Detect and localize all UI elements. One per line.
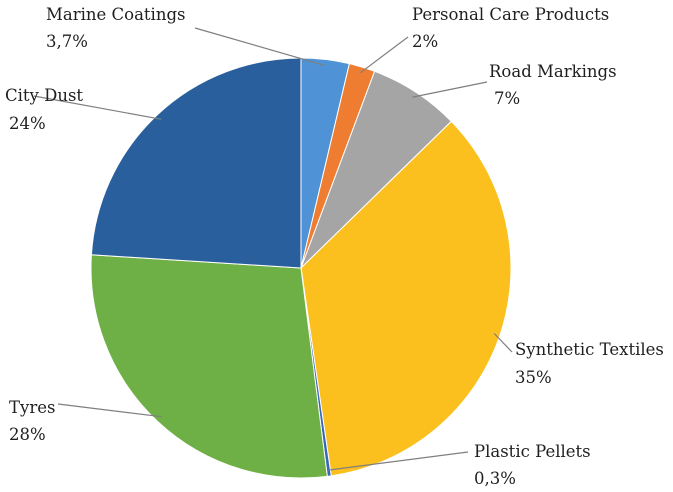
label-tyres-name: Tyres	[9, 398, 55, 417]
pie-slices	[90, 57, 512, 479]
slice-tyres	[90, 254, 328, 479]
label-road-markings-name: Road Markings	[489, 62, 617, 81]
label-synthetic-textiles-value: 35%	[515, 368, 552, 387]
label-plastic-pellets-name: Plastic Pellets	[474, 442, 591, 461]
label-personal-care-name: Personal Care Products	[412, 5, 609, 24]
label-tyres-value: 28%	[9, 425, 46, 444]
leader-city-dust	[33, 95, 162, 120]
slice-synthetic-textiles	[300, 120, 512, 477]
leader-personal-care-products	[360, 36, 409, 74]
label-road-markings-value: 7%	[494, 89, 520, 108]
leader-plastic-pellets	[328, 451, 469, 471]
label-plastic-pellets-value: 0,3%	[474, 469, 516, 488]
label-city-dust-name: City Dust	[5, 86, 83, 105]
label-city-dust-value: 24%	[9, 114, 46, 133]
leader-tyres	[57, 403, 162, 418]
leader-road-markings	[412, 81, 488, 98]
label-personal-care-value: 2%	[412, 32, 438, 51]
label-marine-coatings-value: 3,7%	[46, 32, 88, 51]
leader-lines	[33, 27, 513, 471]
label-marine-coatings-name: Marine Coatings	[46, 5, 186, 24]
leader-synthetic-textiles	[493, 333, 513, 353]
label-synthetic-textiles-name: Synthetic Textiles	[515, 340, 664, 359]
leader-marine-coatings	[194, 27, 325, 66]
slice-city-dust	[90, 57, 302, 269]
